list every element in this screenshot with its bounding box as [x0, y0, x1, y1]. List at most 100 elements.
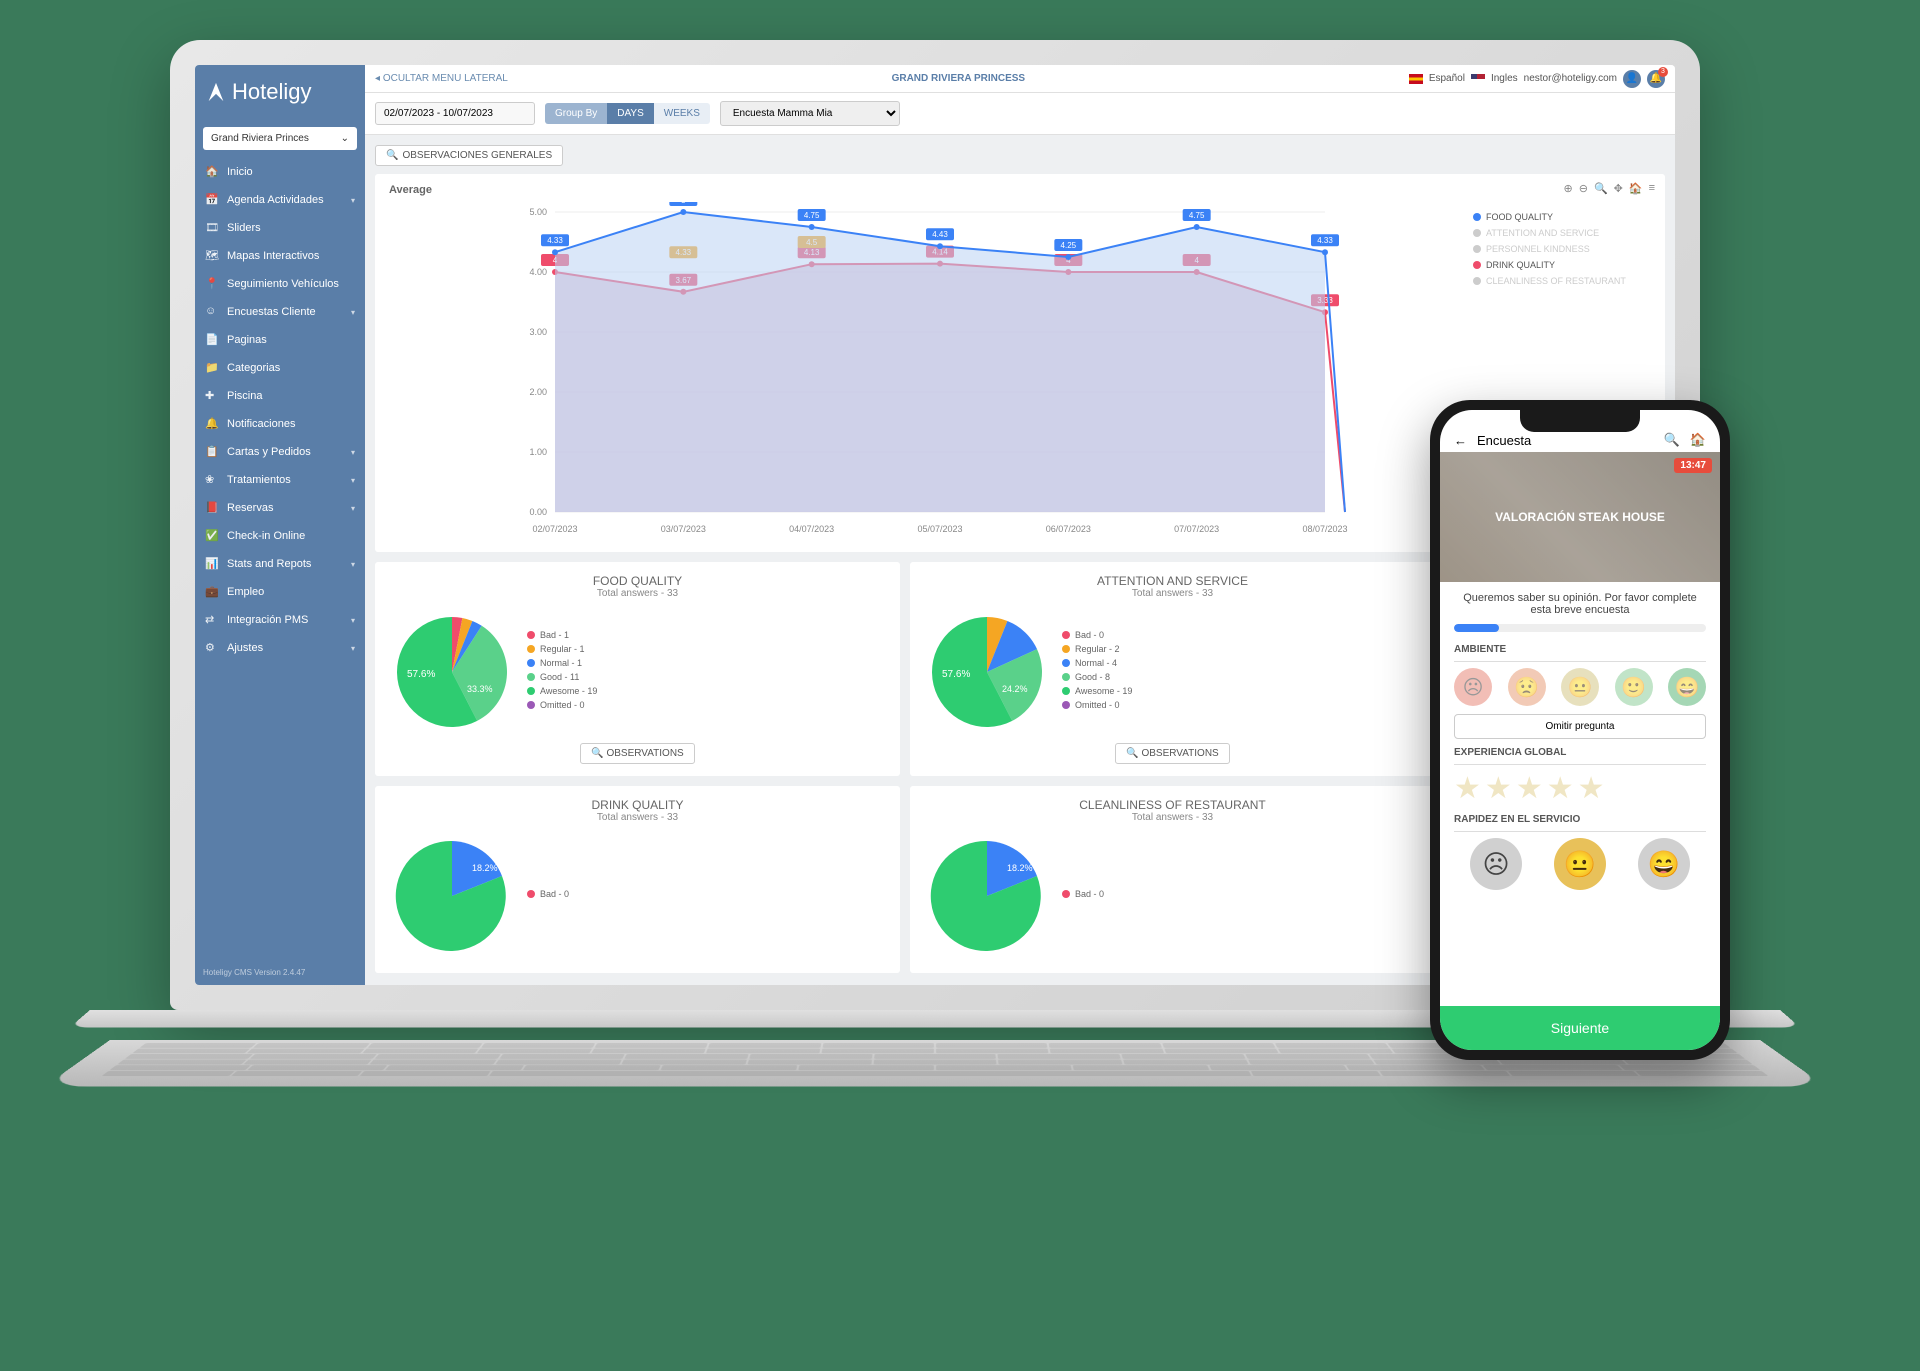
survey-select[interactable]: Encuesta Mamma Mia	[720, 101, 900, 126]
face-rating-5[interactable]: 😄	[1668, 668, 1706, 706]
chart-tool-icon[interactable]: ⊖	[1579, 182, 1588, 195]
chart-tool-icon[interactable]: 🏠	[1629, 182, 1643, 195]
sidebar-item-empleo[interactable]: 💼Empleo	[195, 578, 365, 606]
svg-text:05/07/2023: 05/07/2023	[917, 524, 962, 534]
svg-text:4.25: 4.25	[1061, 241, 1077, 250]
sidebar-item-stats-and-repots[interactable]: 📊Stats and Repots	[195, 550, 365, 578]
sidebar-item-seguimiento-vehículos[interactable]: 📍Seguimiento Vehículos	[195, 270, 365, 298]
face-rating-1[interactable]: ☹	[1454, 668, 1492, 706]
svg-text:07/07/2023: 07/07/2023	[1174, 524, 1219, 534]
chevron-down-icon: ⌄	[341, 133, 349, 144]
sidebar-item-mapas-interactivos[interactable]: 🗺Mapas Interactivos	[195, 242, 365, 270]
pie-card: FOOD QUALITYTotal answers - 33 57.6% 33.…	[375, 562, 900, 776]
question-rapidez-label: RAPIDEZ EN EL SERVICIO	[1454, 814, 1706, 825]
hotel-selector[interactable]: Grand Riviera Princes⌄	[203, 127, 357, 150]
days-button[interactable]: DAYS	[607, 103, 654, 124]
legend-item[interactable]: FOOD QUALITY	[1473, 212, 1651, 222]
chart-tool-icon[interactable]: 🔍	[1594, 182, 1608, 195]
general-observations-button[interactable]: 🔍 OBSERVACIONES GENERALES	[375, 145, 563, 166]
observations-button[interactable]: 🔍 OBSERVATIONS	[580, 743, 694, 764]
face-rating-1[interactable]: ☹	[1470, 838, 1522, 890]
phone-header-title: Encuesta	[1477, 433, 1654, 448]
star-icon[interactable]: ★	[1547, 771, 1574, 806]
sidebar-item-tratamientos[interactable]: ❀Tratamientos	[195, 466, 365, 494]
user-avatar-icon[interactable]: 👤	[1623, 70, 1641, 88]
svg-text:02/07/2023: 02/07/2023	[532, 524, 577, 534]
svg-text:3.00: 3.00	[529, 327, 547, 337]
face-rating-4[interactable]: 🙂	[1615, 668, 1653, 706]
chart-tool-icon[interactable]: ✥	[1614, 182, 1623, 195]
sidebar-item-notificaciones[interactable]: 🔔Notificaciones	[195, 410, 365, 438]
weeks-button[interactable]: WEEKS	[654, 103, 710, 124]
phone-time-badge: 13:47	[1674, 458, 1712, 473]
svg-text:5: 5	[681, 202, 686, 205]
sidebar-item-sliders[interactable]: 🎞Sliders	[195, 214, 365, 242]
star-icon[interactable]: ★	[1454, 771, 1481, 806]
face-rating-2[interactable]: 😟	[1508, 668, 1546, 706]
home-icon: 🏠	[205, 165, 219, 179]
chart-tool-icon[interactable]: ≡	[1649, 182, 1655, 195]
sidebar-item-cartas-y-pedidos[interactable]: 📋Cartas y Pedidos	[195, 438, 365, 466]
group-by-toggle: Group By DAYS WEEKS	[545, 103, 710, 124]
legend-item[interactable]: DRINK QUALITY	[1473, 260, 1651, 270]
sidebar-item-inicio[interactable]: 🏠Inicio	[195, 158, 365, 186]
question-ambiente-label: AMBIENTE	[1454, 644, 1706, 655]
svg-text:06/07/2023: 06/07/2023	[1046, 524, 1091, 534]
home-icon[interactable]: 🏠	[1690, 432, 1706, 448]
svg-text:04/07/2023: 04/07/2023	[789, 524, 834, 534]
hide-menu-link[interactable]: ◂ OCULTAR MENU LATERAL	[375, 73, 508, 84]
svg-text:57.6%: 57.6%	[942, 669, 970, 680]
sidebar-item-check-in-online[interactable]: ✅Check-in Online	[195, 522, 365, 550]
chart-tool-icon[interactable]: ⊕	[1564, 182, 1573, 195]
sidebar-item-integración-pms[interactable]: ⇄Integración PMS	[195, 606, 365, 634]
book-icon: 📕	[205, 501, 219, 515]
lang-es-link[interactable]: Español	[1429, 73, 1465, 84]
phone-mockup: ← Encuesta 🔍 🏠 13:47 VALORACIÓN STEAK HO…	[1430, 400, 1730, 1060]
star-rating[interactable]: ★ ★ ★ ★ ★	[1454, 771, 1706, 806]
skip-question-button[interactable]: Omitir pregunta	[1454, 714, 1706, 739]
svg-text:1.00: 1.00	[529, 447, 547, 457]
legend-item[interactable]: ATTENTION AND SERVICE	[1473, 228, 1651, 238]
lang-en-link[interactable]: Ingles	[1491, 73, 1518, 84]
svg-text:33.3%: 33.3%	[467, 684, 493, 694]
chart-toolbar[interactable]: ⊕ ⊖ 🔍 ✥ 🏠 ≡	[1564, 182, 1655, 195]
sliders-icon: 🎞	[205, 221, 219, 235]
observations-button[interactable]: 🔍 OBSERVATIONS	[1115, 743, 1229, 764]
faces-3-rating[interactable]: ☹ 😐 😄	[1454, 838, 1706, 890]
star-icon[interactable]: ★	[1516, 771, 1543, 806]
face-rating-3[interactable]: 😐	[1561, 668, 1599, 706]
svg-text:4.33: 4.33	[547, 236, 563, 245]
legend-item[interactable]: PERSONNEL KINDNESS	[1473, 244, 1651, 254]
notifications-icon[interactable]: 🔔3	[1647, 70, 1665, 88]
svg-text:4.43: 4.43	[932, 230, 948, 239]
sidebar-item-agenda-actividades[interactable]: 📅Agenda Actividades	[195, 186, 365, 214]
pms-icon: ⇄	[205, 613, 219, 627]
sidebar-item-reservas[interactable]: 📕Reservas	[195, 494, 365, 522]
sidebar-item-ajustes[interactable]: ⚙Ajustes	[195, 634, 365, 662]
sidebar-item-categorias[interactable]: 📁Categorias	[195, 354, 365, 382]
hotel-title: GRAND RIVIERA PRINCESS	[518, 73, 1399, 84]
legend-item[interactable]: CLEANLINESS OF RESTAURANT	[1473, 276, 1651, 286]
sidebar-item-paginas[interactable]: 📄Paginas	[195, 326, 365, 354]
sidebar-item-encuestas-cliente[interactable]: ☺Encuestas Cliente	[195, 298, 365, 326]
svg-text:4.33: 4.33	[1317, 236, 1333, 245]
faces-5-rating[interactable]: ☹ 😟 😐 🙂 😄	[1454, 668, 1706, 706]
sidebar-item-piscina[interactable]: ✚Piscina	[195, 382, 365, 410]
cat-icon: 📁	[205, 361, 219, 375]
face-rating-2[interactable]: 😐	[1554, 838, 1606, 890]
star-icon[interactable]: ★	[1578, 771, 1605, 806]
svg-text:4.75: 4.75	[1189, 211, 1205, 220]
svg-text:24.2%: 24.2%	[1002, 684, 1028, 694]
date-range-input[interactable]	[375, 102, 535, 125]
group-by-label: Group By	[545, 103, 607, 124]
search-icon[interactable]: 🔍	[1664, 432, 1680, 448]
back-icon[interactable]: ←	[1454, 433, 1467, 448]
svg-text:18.2%: 18.2%	[472, 863, 498, 873]
svg-text:03/07/2023: 03/07/2023	[661, 524, 706, 534]
face-rating-3[interactable]: 😄	[1638, 838, 1690, 890]
job-icon: 💼	[205, 585, 219, 599]
star-icon[interactable]: ★	[1485, 771, 1512, 806]
pie-card: CLEANLINESS OF RESTAURANTTotal answers -…	[910, 786, 1435, 973]
next-button[interactable]: Siguiente	[1440, 1006, 1720, 1050]
survey-intro: Queremos saber su opinión. Por favor com…	[1454, 592, 1706, 616]
